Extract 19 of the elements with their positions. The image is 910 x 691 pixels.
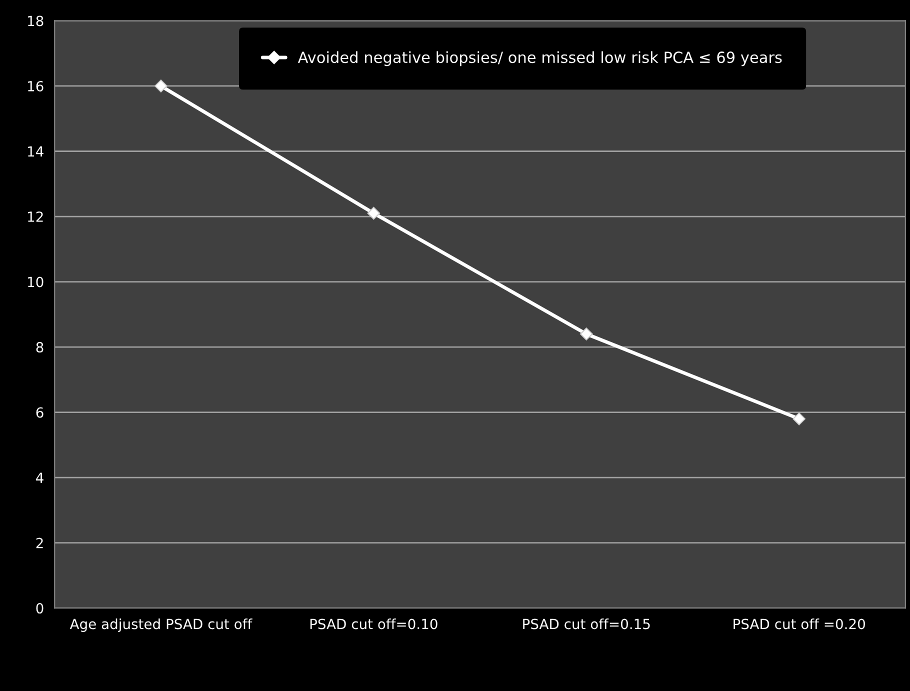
legend-label: Avoided negative biopsies/ one missed low risk PCA ≤ 69 years — [298, 51, 782, 66]
point — [154, 80, 168, 92]
y-tick-label: 8 — [36, 342, 44, 353]
point — [367, 206, 380, 220]
point — [580, 328, 593, 340]
y-tick-label: 12 — [28, 211, 43, 222]
point — [792, 412, 806, 426]
x-tick-label: PSAD cut off=0.10 — [310, 618, 438, 630]
y-tick-label: 0 — [36, 603, 44, 614]
y-tick-label: 6 — [36, 407, 44, 418]
x-tick-label: Age adjusted PSAD cut off — [70, 618, 252, 632]
y-tick-label: 10 — [28, 276, 44, 288]
y-tick-label: 4 — [36, 472, 44, 483]
x-tick-label: PSAD cut off=0.15 — [523, 618, 650, 630]
y-tick-label: 16 — [28, 80, 44, 92]
y-tick-label: 2 — [36, 538, 43, 548]
x-tick-label: PSAD cut off =0.20 — [734, 618, 865, 630]
y-tick-label: 14 — [28, 146, 44, 157]
y-tick-label: 18 — [28, 16, 44, 26]
